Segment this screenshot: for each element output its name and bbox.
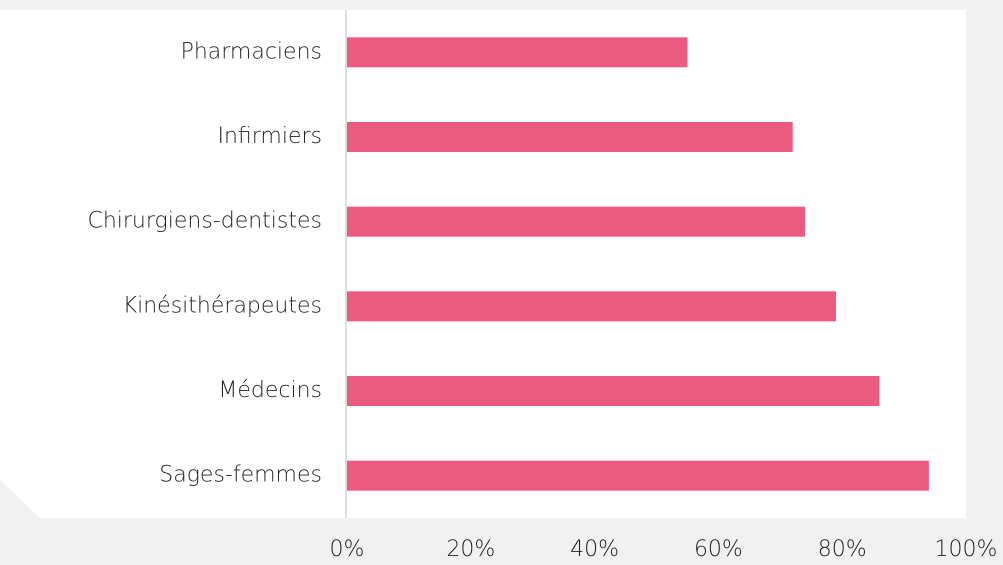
plot-panel	[0, 10, 966, 518]
y-tick-label: Chirurgiens-dentistes	[87, 209, 322, 234]
bar	[347, 122, 793, 152]
x-tick-label: 20%	[446, 537, 495, 562]
bar	[347, 291, 837, 322]
bar	[347, 460, 929, 491]
y-tick-label: Sages-femmes	[159, 463, 322, 488]
bar	[347, 206, 806, 237]
x-tick-label: 100%	[935, 537, 998, 562]
bar	[347, 37, 688, 68]
x-tick-label: 60%	[694, 537, 743, 562]
x-tick-label: 0%	[330, 537, 365, 562]
y-tick-label: Infirmiers	[217, 124, 322, 149]
y-tick-label: Médecins	[218, 378, 322, 403]
x-tick-label: 80%	[818, 537, 867, 562]
y-tick-label: Kinésithérapeutes	[123, 293, 322, 318]
bar	[347, 376, 880, 406]
x-tick-label: 40%	[570, 537, 619, 562]
y-tick-label: Pharmaciens	[181, 39, 322, 64]
